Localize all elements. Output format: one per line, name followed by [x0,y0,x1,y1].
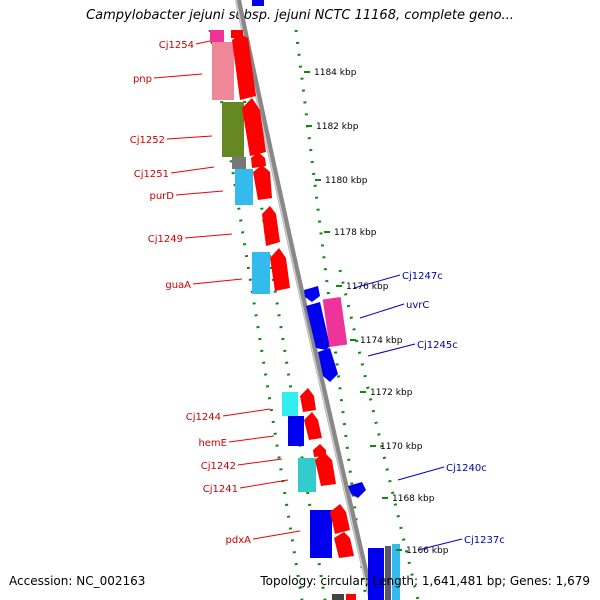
forward-gene-arrow [315,452,336,486]
gene-block-cj1244 [282,392,298,416]
gene-label-connector [353,274,401,289]
scale-tick-label: 1174 kbp [360,336,403,346]
gene-block-cj1254 [210,30,224,42]
gene-label-cj1254[interactable]: Cj1254 [159,40,194,51]
gene-label-cj1252[interactable]: Cj1252 [130,135,165,146]
gene-label-connector [153,73,203,79]
scale-tick-label: 1180 kbp [325,176,368,186]
gene-blocks-right [304,286,400,600]
gene-label-cj1249[interactable]: Cj1249 [148,234,183,245]
gene-block-cj1251 [235,169,253,205]
gene-label-connector [170,166,215,174]
gene-label-connector [252,530,301,540]
gene-label-connector [359,303,405,319]
gene-block-top-reverse [252,0,264,6]
gene-block-guaA [252,252,270,294]
scale-tick-label: 1182 kbp [316,122,359,132]
gene-label-connector [195,40,211,45]
accession-label: Accession: NC_002163 [9,574,146,588]
scale-tick-label: 1178 kbp [334,228,377,238]
gene-block-cj1237c-gray [385,546,391,600]
forward-gene-arrow [242,98,266,156]
gene-label-connector [239,479,289,489]
gene-label-connector [397,466,445,481]
gene-label-connector [184,233,233,239]
forward-gene-arrow [251,152,266,168]
gene-label-connector [417,538,463,551]
gene-label-cj1240c[interactable]: Cj1240c [446,463,487,474]
gene-block-uvrC [306,302,330,350]
forward-gene-arrow [334,532,354,558]
gene-label-cj1251[interactable]: Cj1251 [134,169,169,180]
genome-summary: Topology: circular; Length: 1,641,481 bp… [260,574,590,588]
gene-label-heme[interactable]: hemE [198,438,227,449]
gene-labels-right: Cj1247c uvrC Cj1245c Cj1240c Cj1237c [353,271,505,551]
guide-line-outer-right [338,269,420,600]
gene-block-cj1237c [368,548,384,600]
gene-label-cj1242[interactable]: Cj1242 [201,461,236,472]
scale-tick-label: 1168 kbp [392,494,435,504]
gene-label-guaa[interactable]: guaA [165,280,191,291]
scale-tick-label: 1176 kbp [346,282,389,292]
scale-ticks: 1184 kbp 1182 kbp 1180 kbp 1178 kbp 1176 kbp… [304,68,449,556]
map-title: Campylobacter jejuni subsp. jejuni NCTC … [86,8,514,23]
gene-label-connector [175,190,224,196]
forward-gene-arrow [231,30,243,38]
scale-tick-label: 1170 kbp [380,442,423,452]
gene-labels-left: Cj1254 pnp Cj1252 Cj1251 purD Cj1249 guaA Cj124… [130,40,301,546]
forward-gene-arrows [231,30,354,558]
forward-gene-arrow [232,34,256,100]
gene-block-pnp [212,42,234,100]
gene-label-uvrc[interactable]: uvrC [406,300,429,311]
gene-block-cj1242 [298,458,316,492]
forward-gene-arrow [300,388,316,412]
gene-block-bottom-fragment [346,594,356,600]
gene-block-uvrC-pink [322,296,348,348]
gene-blocks-left [210,30,332,558]
gene-block-cj1247c [304,286,320,302]
gene-block-cj1245c [318,348,338,382]
gene-label-connector [367,343,416,357]
gene-label-cj1241[interactable]: Cj1241 [203,484,238,495]
gene-label-cj1247c[interactable]: Cj1247c [402,271,443,282]
gene-block-cj1240c [348,482,366,498]
forward-gene-arrow [262,206,280,246]
gene-label-connector [228,435,275,443]
gene-block-pdxA [310,510,332,558]
forward-gene-arrow [330,504,350,534]
gene-label-cj1244[interactable]: Cj1244 [186,412,221,423]
gene-label-cj1245c[interactable]: Cj1245c [417,340,458,351]
gene-label-connector [222,408,271,417]
gene-block-cj1237c-cyan [392,544,400,600]
gene-label-connector [166,135,213,140]
gene-label-connector [237,458,283,466]
scale-tick-label: 1172 kbp [370,388,413,398]
gene-label-cj1237c[interactable]: Cj1237c [464,535,505,546]
gene-block-cj1252-tail [232,157,246,169]
gene-label-pnp[interactable]: pnp [133,74,152,85]
forward-gene-arrow [253,165,272,200]
forward-gene-arrow [304,412,322,440]
gene-label-pdxa[interactable]: pdxA [226,535,252,546]
forward-gene-arrow [270,248,290,291]
backbone-line [235,0,375,600]
scale-tick-label: 1184 kbp [314,68,357,78]
gene-block-cj1252 [222,102,244,157]
gene-label-purd[interactable]: purD [150,191,175,202]
gene-block-bottom-fragment [332,594,344,600]
gene-label-connector [192,278,243,285]
scale-tick-label: 1166 kbp [406,546,449,556]
gene-block-hemE [288,416,304,446]
